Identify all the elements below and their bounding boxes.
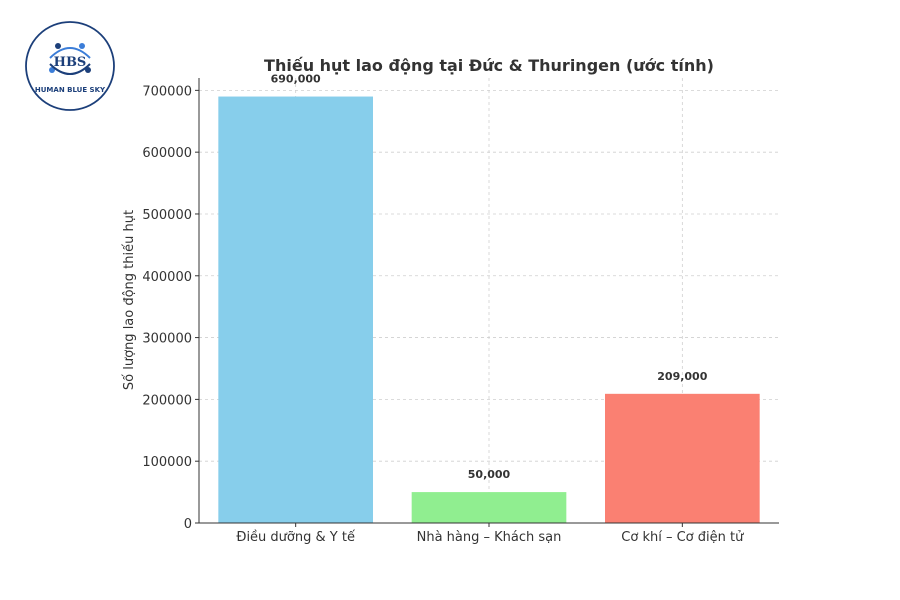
axes [195,78,779,527]
y-tick-label: 500000 [142,208,192,223]
x-tick-label: Điều dưỡng & Y tế [236,530,355,545]
bar [218,96,373,524]
y-tick-label: 100000 [142,455,192,470]
labels: 0 100000 200000 300000 400000 500000 600000 700… [142,73,744,545]
bars [218,96,760,524]
chart-title: Thiếu hụt lao động tại Đức & Thuringen (… [264,56,714,75]
y-tick-label: 200000 [142,393,192,408]
company-logo: HBS HUMAN BLUE SKY [25,21,115,111]
y-tick-label: 600000 [142,146,192,161]
y-tick-label: 400000 [142,270,192,285]
logo-icon [49,43,91,75]
data-label: 690,000 [271,73,321,86]
data-label: 209,000 [657,370,707,383]
data-label: 50,000 [468,468,511,481]
x-tick-label: Nhà hàng – Khách sạn [417,530,562,545]
y-tick-label: 700000 [142,84,192,99]
y-tick-label: 300000 [142,332,192,347]
y-axis-label: Số lượng lao động thiếu hụt [122,210,137,390]
y-tick-label: 0 [184,517,192,532]
x-tick-label: Cơ khí – Cơ điện tử [621,530,744,545]
logo-ring [25,21,115,111]
bar [605,393,760,523]
logo-initials: HBS [54,55,87,70]
bar [411,492,567,523]
logo-name: HUMAN BLUE SKY [35,86,106,94]
